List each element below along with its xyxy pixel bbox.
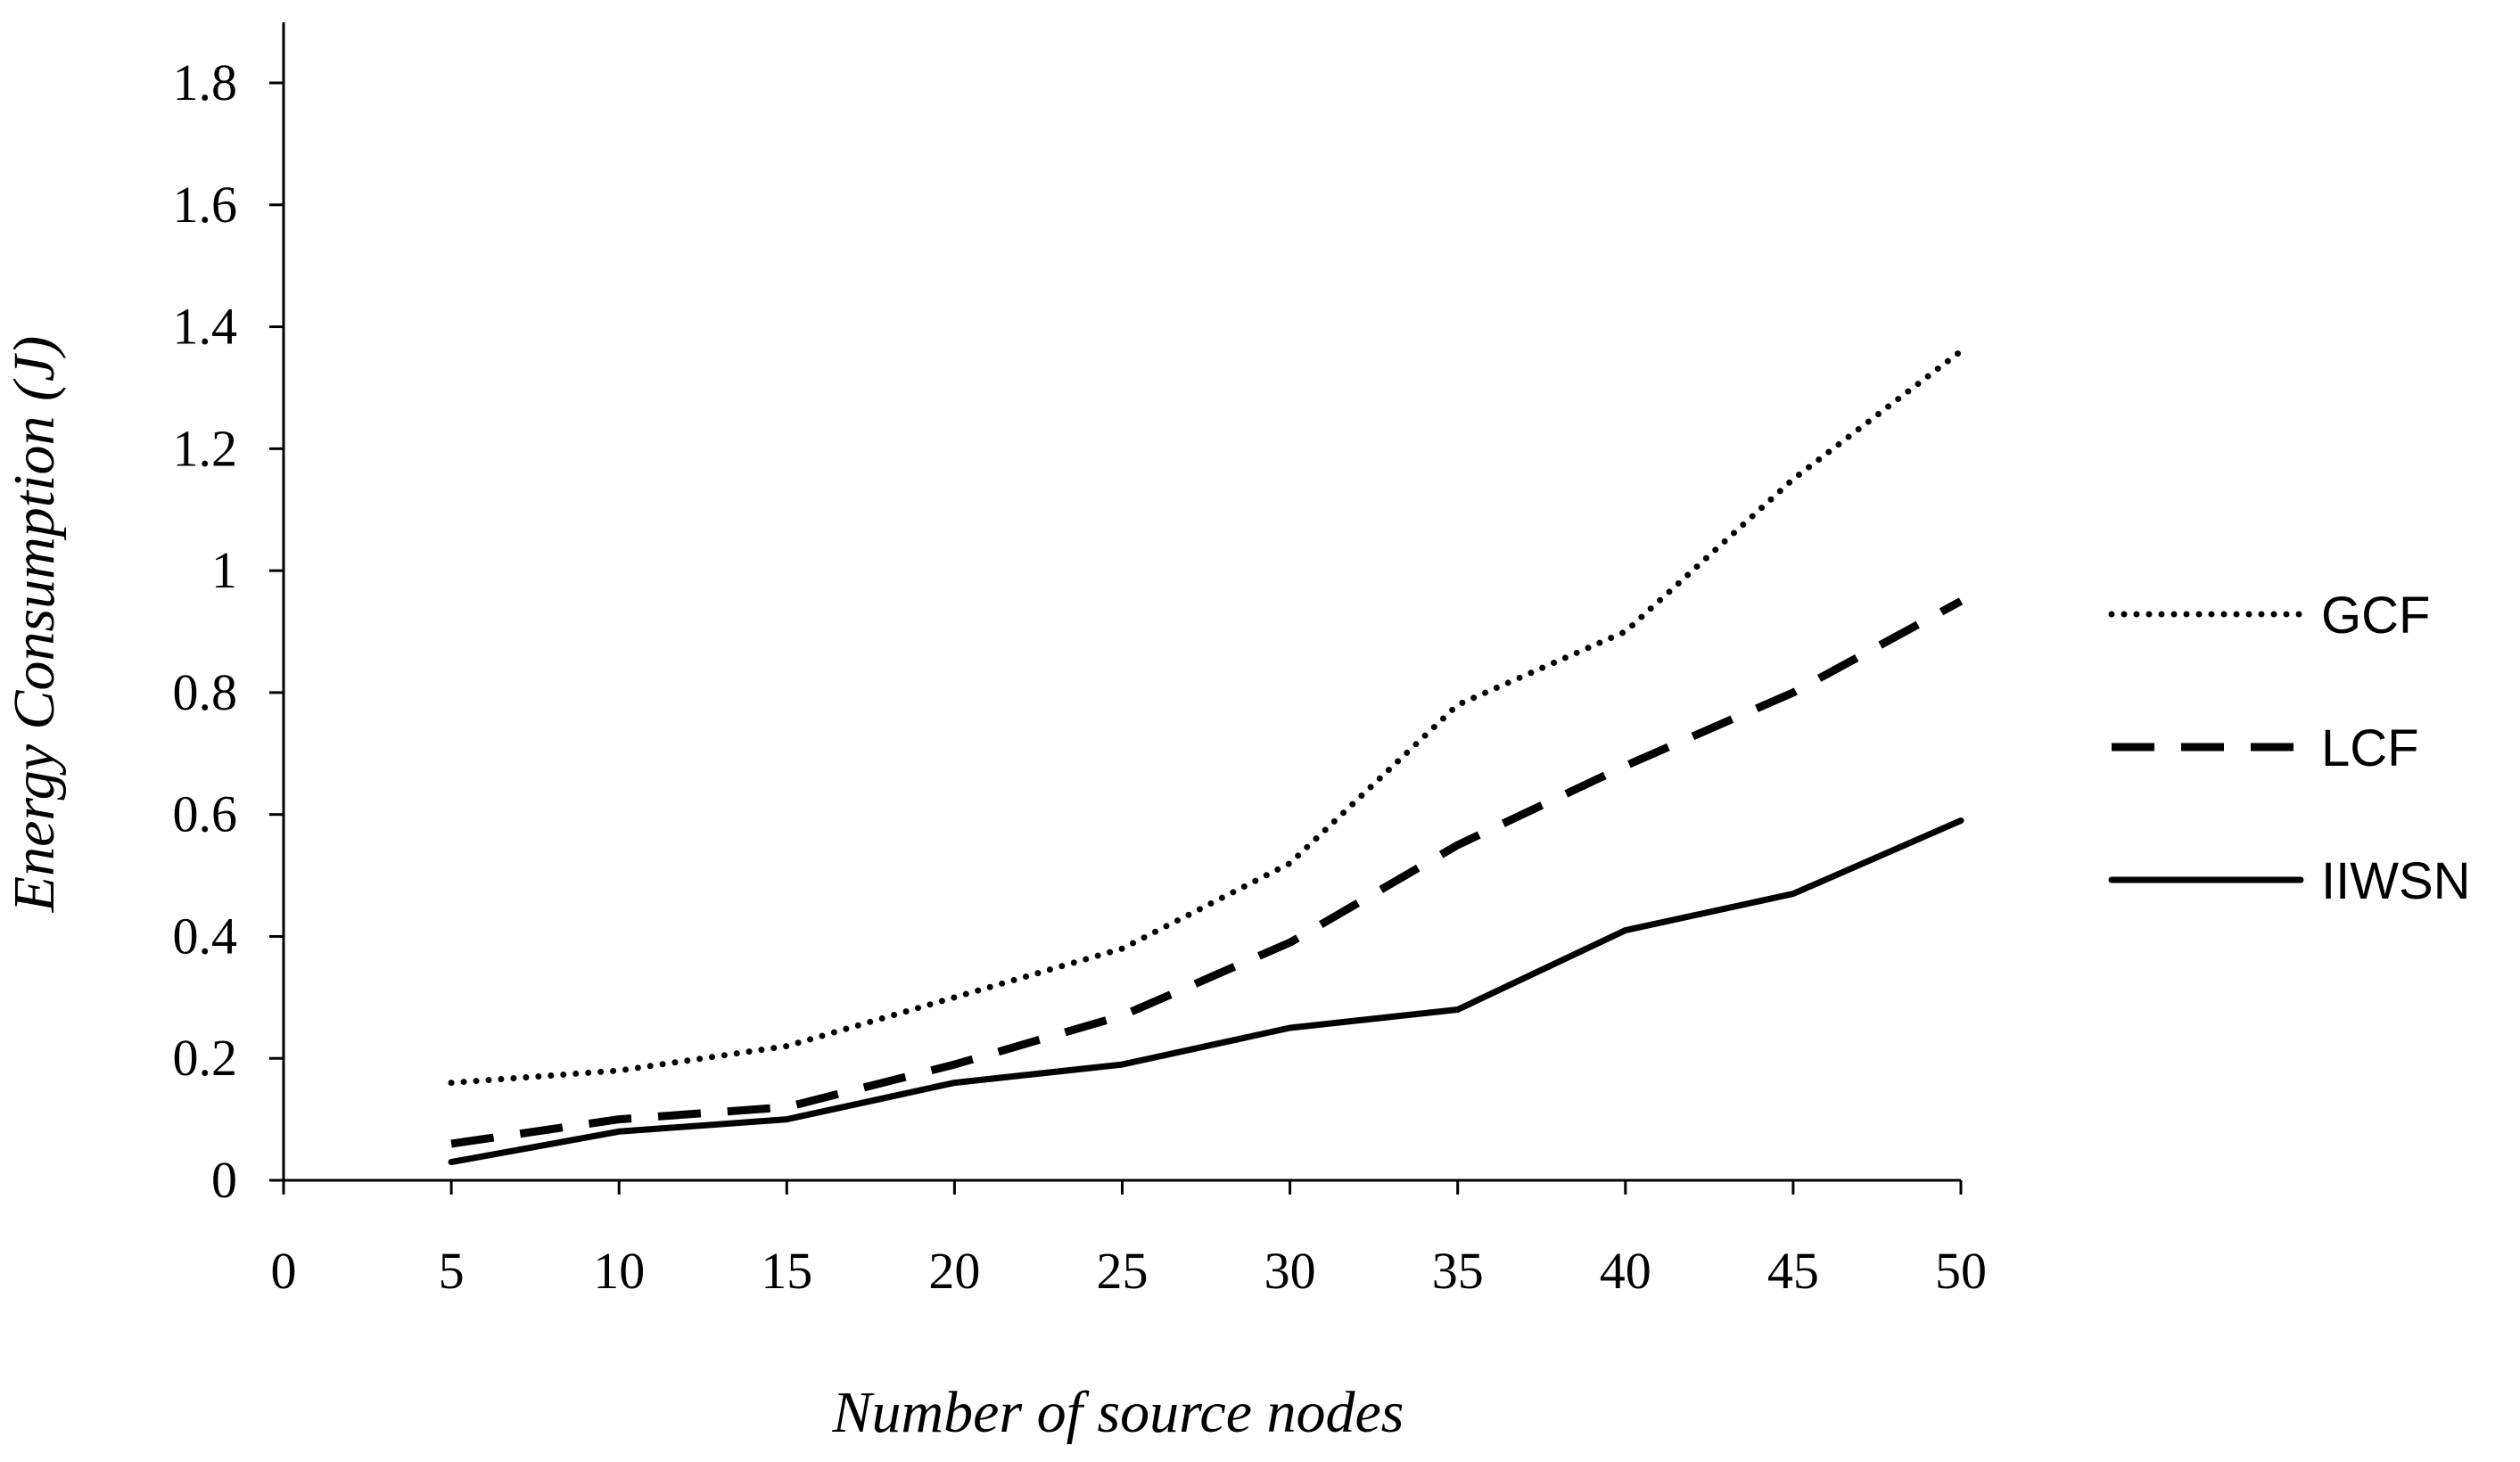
legend-label-lcf: LCF [2321,719,2419,777]
y-tick-label: 0.6 [173,785,238,843]
x-tick-label: 25 [1097,1242,1149,1300]
series-line-lcf [450,597,1964,1148]
y-tick-label: 0.4 [173,907,238,965]
series-line-gcf [448,348,1964,1087]
x-tick-label: 15 [761,1242,812,1300]
y-tick-label: 0 [211,1151,237,1209]
x-tick-label: 10 [593,1242,645,1300]
legend-label-iiwsn: IIWSN [2321,852,2471,910]
x-tick-label: 45 [1767,1242,1819,1300]
x-tick-label: 0 [271,1242,297,1300]
x-tick-label: 30 [1264,1242,1316,1300]
y-tick-label: 1.8 [173,53,238,111]
x-tick-label: 20 [928,1242,980,1300]
axes [282,22,1961,1182]
y-tick-label: 1.4 [173,298,238,356]
y-tick-label: 1.6 [173,176,238,234]
y-tick-label: 1 [211,541,237,599]
y-axis-title: Energy Consumption (J) [2,336,67,913]
series-line-iiwsn [448,817,1964,1165]
y-axis-ticks: 0 0.2 0.4 0.6 0.8 1 1.2 1.4 1.6 1.8 [173,53,284,1209]
y-tick-label: 0.8 [173,663,238,721]
x-tick-label: 35 [1432,1242,1484,1300]
y-tick-label: 0.2 [173,1029,238,1087]
x-axis-title: Number of source nodes [832,1380,1404,1445]
series-lines [448,348,1964,1165]
x-axis-ticks: 0 5 10 15 20 25 30 35 40 45 50 [271,1180,1987,1300]
x-tick-label: 5 [439,1242,465,1300]
legend: GCF LCF IIWSN [2108,587,2471,910]
x-tick-label: 50 [1935,1242,1987,1300]
y-tick-label: 1.2 [173,419,238,477]
x-tick-label: 40 [1600,1242,1651,1300]
legend-label-gcf: GCF [2321,587,2430,645]
